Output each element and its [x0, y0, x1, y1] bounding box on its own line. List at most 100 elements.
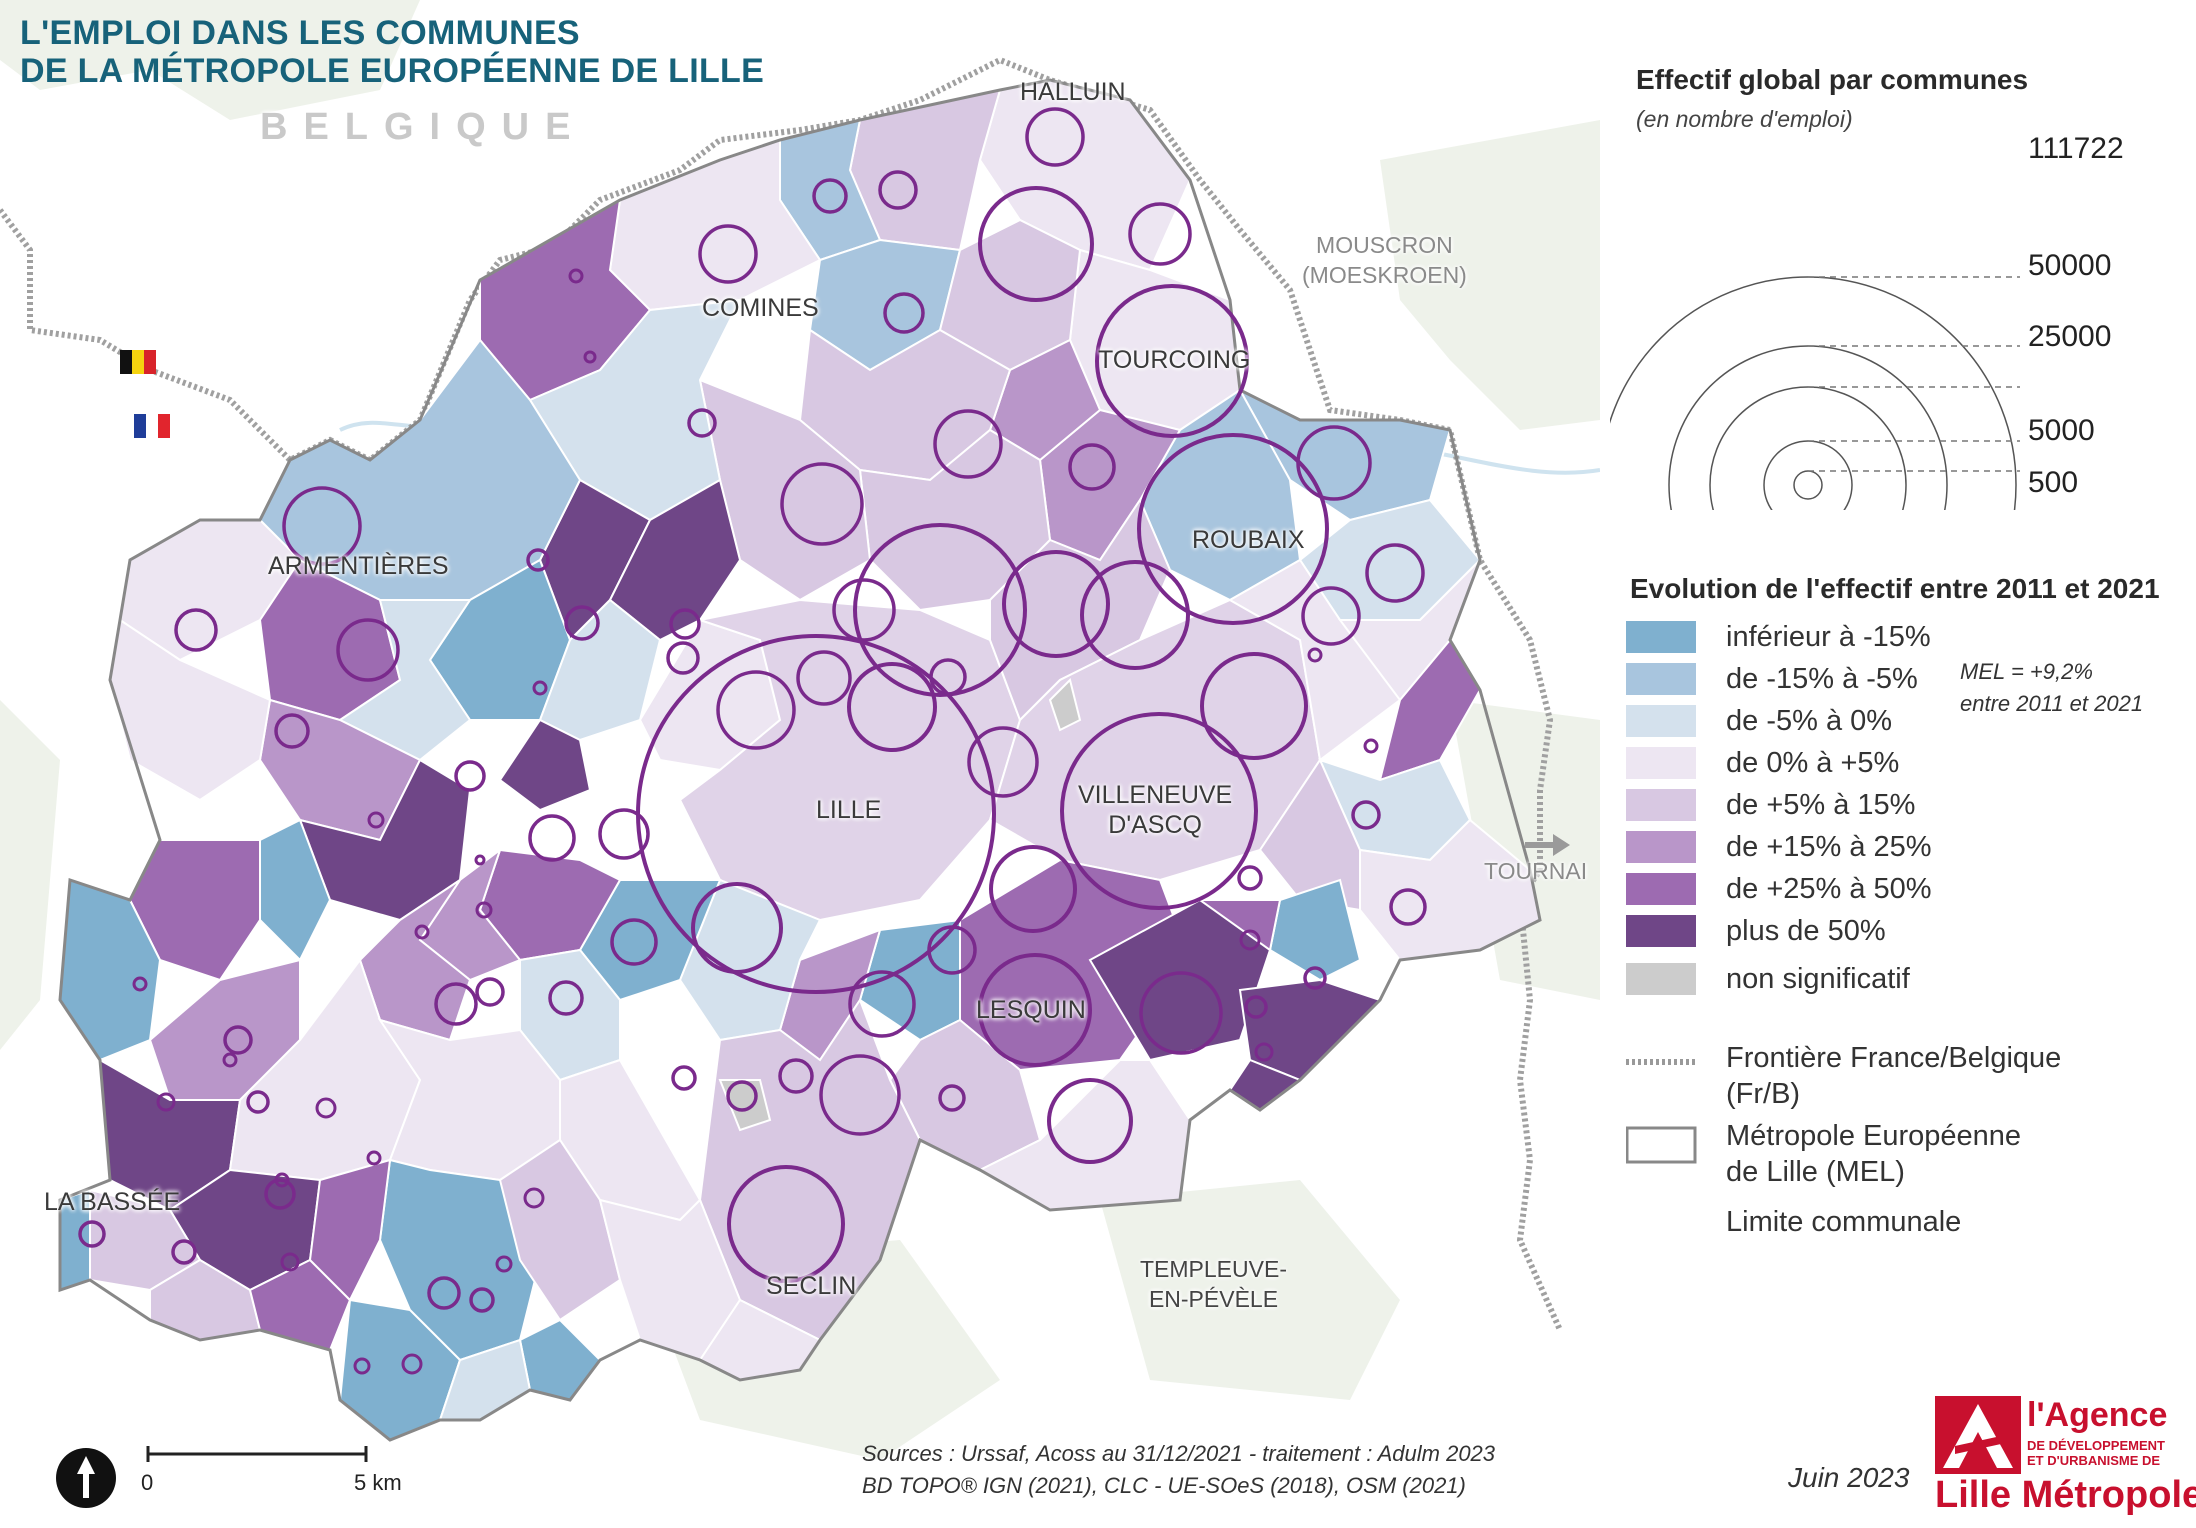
legend-panel: Effectif global par communes (en nombre …	[1610, 0, 2196, 1523]
sources-note: Sources : Urssaf, Acoss au 31/12/2021 - …	[862, 1438, 1495, 1502]
legend-evolution-title: Evolution de l'effectif entre 2011 et 20…	[1630, 573, 2160, 604]
agency-name: Lille Métropole	[1935, 1474, 2196, 1516]
employment-circle	[1351, 800, 1381, 830]
employment-circle	[978, 186, 1094, 302]
employment-circle	[1365, 543, 1425, 603]
employment-circle	[353, 1357, 371, 1375]
size-value-5000: 5000	[2028, 414, 2095, 447]
employment-circle	[832, 578, 896, 642]
employment-circle	[812, 178, 848, 214]
publication-date: Juin 2023	[1788, 1462, 1910, 1493]
employment-circle	[1060, 712, 1258, 910]
legend-class-2: de -5% à 0%	[1626, 702, 1892, 740]
employment-circle	[282, 486, 362, 566]
employment-circle	[1200, 652, 1308, 760]
mel-line-1: Métropole Européenne	[1726, 1120, 2022, 1152]
legend-class-label: de +15% à 25%	[1726, 830, 1932, 863]
place-label-templeuve: TEMPLEUVE- EN-PÉVÈLE	[1140, 1256, 1287, 1312]
frontier-line-1: Frontière France/Belgique	[1726, 1042, 2062, 1074]
commune-label-lesquin: LESQUIN	[976, 996, 1086, 1024]
employment-circle	[264, 1178, 296, 1210]
employment-circle	[401, 1353, 423, 1375]
employment-circle	[526, 548, 550, 572]
commune-don	[248, 1258, 352, 1352]
employment-circle	[78, 1220, 106, 1248]
employment-circle	[434, 982, 478, 1026]
employment-circle	[933, 409, 1003, 479]
commune-label-comines: COMINES	[702, 294, 819, 322]
agency-title: l'Agence	[2027, 1396, 2168, 1434]
legend-class-swatch	[1626, 705, 1696, 737]
employment-circle	[495, 1255, 513, 1273]
legend-mel: Métropole Européenne de Lille (MEL)	[1726, 1118, 2021, 1190]
size-value-50000: 50000	[2028, 249, 2112, 282]
commune-ennetieres	[338, 599, 472, 762]
employment-circle	[883, 292, 925, 334]
employment-circle	[1303, 966, 1327, 990]
employment-circle	[336, 618, 400, 682]
legend-class-8: non significatif	[1626, 960, 1910, 998]
legend-size-subtitle: (en nombre d'emploi)	[1636, 106, 1853, 132]
size-circle-500	[1793, 470, 1823, 500]
commune-provin	[518, 1318, 602, 1402]
employment-circle	[1047, 1078, 1133, 1164]
employment-circle	[1239, 929, 1261, 951]
commune-label-villeneuve-dascq: VILLENEUVE D'ASCQ	[1078, 781, 1233, 839]
country-label-belgique: BELGIQUE	[260, 106, 587, 148]
legend-class-swatch	[1626, 963, 1696, 995]
employment-circle	[246, 1090, 270, 1114]
title-line-2: DE LA MÉTROPOLE EUROPÉENNE DE LILLE	[20, 52, 765, 90]
mel-average-note: MEL = +9,2% entre 2011 et 2021	[1960, 656, 2143, 720]
commune-label-armentieres: ARMENTIÈRES	[268, 552, 449, 580]
employment-circle	[726, 1080, 758, 1112]
legend-class-swatch	[1626, 915, 1696, 947]
employment-circle	[475, 977, 505, 1007]
employment-circle	[1025, 107, 1085, 167]
legend-frontier: Frontière France/Belgique (Fr/B)	[1726, 1040, 2061, 1112]
legend-class-swatch	[1626, 747, 1696, 779]
employment-circle	[132, 976, 148, 992]
employment-circle	[716, 670, 796, 750]
agency-subtitle-2: ET D'URBANISME DE	[2027, 1453, 2161, 1468]
commune-label-halluin: HALLUIN	[1020, 78, 1126, 106]
employment-circle	[848, 970, 916, 1038]
legend-class-label: de 0% à +5%	[1726, 746, 1900, 779]
legend-class-label: de +25% à 50%	[1726, 872, 1932, 905]
employment-circle	[598, 808, 650, 860]
place-label-mouscron: MOUSCRON (MOESKROEN)	[1302, 232, 1467, 288]
employment-circle	[280, 1252, 300, 1272]
employment-circle	[1389, 888, 1427, 926]
employment-circle	[315, 1097, 337, 1119]
legend-class-label: plus de 50%	[1726, 914, 1886, 947]
employment-circle	[1237, 865, 1263, 891]
employment-circle	[1301, 586, 1361, 646]
legend-commune-limit: Limite communale	[1726, 1206, 1962, 1238]
mel-outline	[58, 78, 1542, 1442]
employment-circle	[564, 605, 600, 641]
employment-circle	[366, 1150, 382, 1166]
employment-circle	[1139, 971, 1223, 1055]
agency-logo-mark	[1935, 1396, 2021, 1474]
legend-class-label: de +5% à 15%	[1726, 788, 1916, 821]
employment-circle	[475, 901, 493, 919]
tournai-arrow-icon	[1525, 834, 1570, 856]
commune-label-seclin: SECLIN	[766, 1272, 857, 1300]
employment-circle	[989, 845, 1077, 933]
legend-class-swatch	[1626, 789, 1696, 821]
size-value-25000: 25000	[2028, 320, 2112, 353]
legend-class-1: de -15% à -5%	[1626, 660, 1918, 698]
size-value-500: 500	[2028, 466, 2079, 499]
employment-circle	[938, 1084, 966, 1112]
employment-circle	[698, 224, 758, 284]
commune-label-lille: LILLE	[816, 796, 882, 824]
employment-circle	[156, 1092, 176, 1112]
employment-circle	[1137, 433, 1329, 625]
employment-circle	[819, 1054, 901, 1136]
employment-circle	[1128, 202, 1192, 266]
employment-circle	[222, 1052, 238, 1068]
legend-class-0: inférieur à -15%	[1626, 618, 1931, 656]
size-circle-25000	[1709, 386, 1907, 510]
employment-circle	[1254, 1042, 1274, 1062]
france-flag	[134, 414, 170, 438]
legend-class-label: inférieur à -15%	[1726, 620, 1931, 653]
